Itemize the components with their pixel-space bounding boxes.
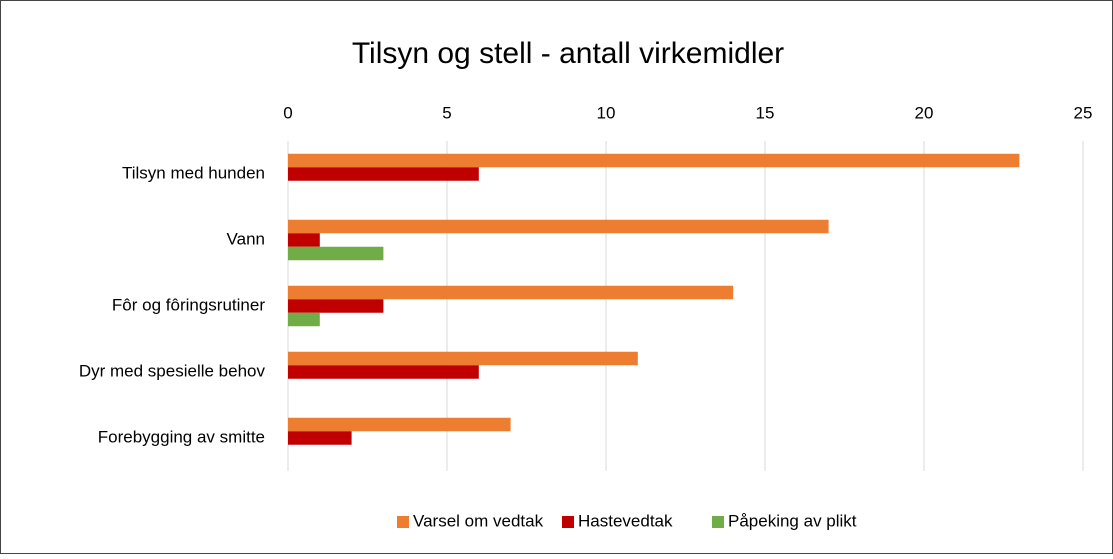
chart-title: Tilsyn og stell - antall virkemidler <box>352 37 784 70</box>
x-tick-label: 25 <box>1074 103 1093 122</box>
y-tick-label: Fôr og fôringsrutiner <box>112 295 265 314</box>
y-tick-label: Tilsyn med hunden <box>122 163 265 182</box>
x-tick-label: 0 <box>283 103 292 122</box>
bar <box>288 417 511 432</box>
bar <box>288 312 320 327</box>
bar <box>288 219 829 234</box>
legend-label: Varsel om vedtak <box>413 511 544 530</box>
bar <box>288 299 384 313</box>
bar <box>288 233 320 247</box>
legend-swatch <box>397 516 409 528</box>
x-tick-label: 5 <box>442 103 451 122</box>
y-tick-label: Vann <box>227 229 265 248</box>
legend-label: Hastevedtak <box>578 511 673 530</box>
bar <box>288 285 734 300</box>
y-tick-label: Dyr med spesielle behov <box>79 361 266 380</box>
bar <box>288 246 384 261</box>
y-tick-label: Forebygging av smitte <box>98 427 265 446</box>
bar <box>288 431 352 445</box>
bar <box>288 351 638 366</box>
bar <box>288 153 1020 168</box>
bar <box>288 167 479 181</box>
bar <box>288 365 479 379</box>
x-tick-label: 20 <box>915 103 934 122</box>
x-tick-label: 15 <box>756 103 775 122</box>
legend-swatch <box>712 516 724 528</box>
x-tick-label: 10 <box>597 103 616 122</box>
legend-swatch <box>562 516 574 528</box>
legend-label: Påpeking av plikt <box>728 511 857 530</box>
